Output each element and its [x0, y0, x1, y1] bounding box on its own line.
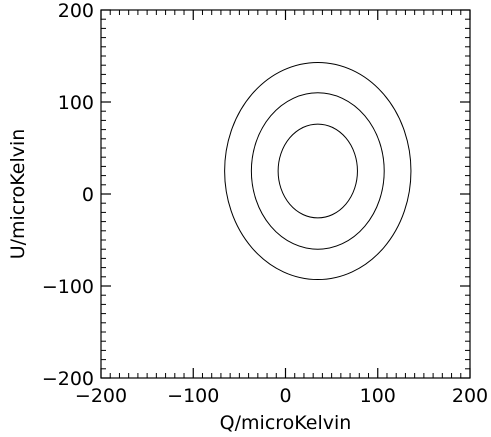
y-tick-label: 200 [58, 0, 94, 22]
contour-line-3 [224, 61, 412, 281]
minor-ticks [101, 10, 470, 378]
x-tick-label: −100 [167, 385, 219, 407]
plot-frame [100, 9, 471, 379]
y-tick-labels: −200 −100 0 100 200 [42, 0, 94, 390]
x-tick-label: 200 [452, 385, 488, 407]
x-tick-label: 100 [360, 385, 396, 407]
x-tick-labels: −200 −100 0 100 200 [75, 385, 488, 407]
y-tick-label: 100 [58, 92, 94, 114]
y-axis-label: U/microKelvin [7, 129, 29, 260]
contour-line-1 [277, 123, 358, 219]
contour-lines [224, 61, 412, 281]
contour-line-2 [250, 92, 385, 250]
major-ticks [100, 9, 471, 379]
x-tick-label: −200 [75, 385, 127, 407]
y-tick-label: −200 [42, 368, 94, 390]
x-tick-label: 0 [279, 385, 291, 407]
y-tick-label: −100 [42, 276, 94, 298]
x-axis-label: Q/microKelvin [220, 412, 352, 434]
y-tick-label: 0 [82, 184, 94, 206]
